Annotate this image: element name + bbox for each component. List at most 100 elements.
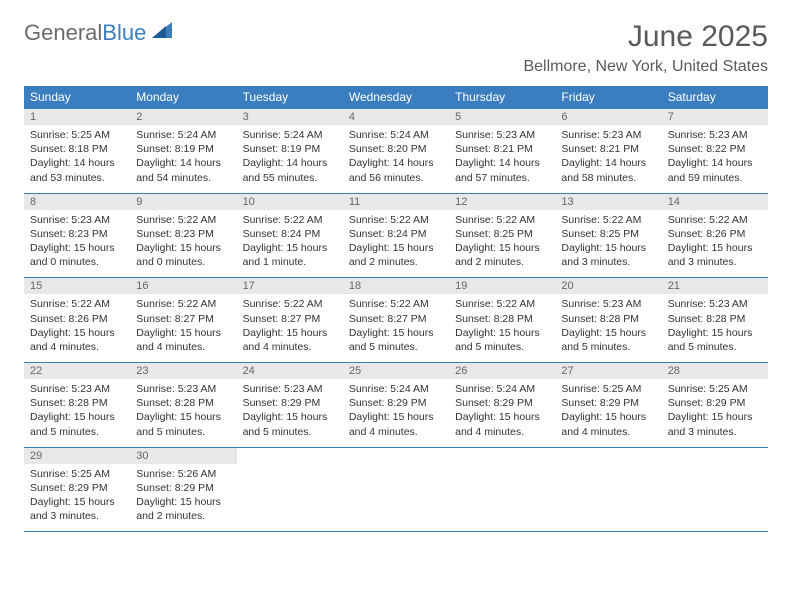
day-number: 27 (555, 363, 661, 379)
day-cell: 22Sunrise: 5:23 AMSunset: 8:28 PMDayligh… (24, 363, 130, 448)
week-row: 8Sunrise: 5:23 AMSunset: 8:23 PMDaylight… (24, 193, 768, 278)
dow-sunday: Sunday (24, 86, 130, 109)
sunset-text: Sunset: 8:29 PM (349, 396, 443, 410)
day-number: 25 (343, 363, 449, 379)
day-cell: 20Sunrise: 5:23 AMSunset: 8:28 PMDayligh… (555, 278, 661, 363)
sunset-text: Sunset: 8:19 PM (136, 142, 230, 156)
day-cell: 9Sunrise: 5:22 AMSunset: 8:23 PMDaylight… (130, 193, 236, 278)
logo: GeneralBlue (24, 20, 174, 46)
daylight-text: Daylight: 15 hours and 2 minutes. (455, 241, 549, 269)
day-number: 24 (237, 363, 343, 379)
sunset-text: Sunset: 8:21 PM (561, 142, 655, 156)
day-body: Sunrise: 5:24 AMSunset: 8:29 PMDaylight:… (449, 379, 555, 447)
day-cell: 15Sunrise: 5:22 AMSunset: 8:26 PMDayligh… (24, 278, 130, 363)
day-body: Sunrise: 5:22 AMSunset: 8:27 PMDaylight:… (237, 294, 343, 362)
sunrise-text: Sunrise: 5:23 AM (668, 128, 762, 142)
sunrise-text: Sunrise: 5:24 AM (243, 128, 337, 142)
daylight-text: Daylight: 14 hours and 53 minutes. (30, 156, 124, 184)
sunrise-text: Sunrise: 5:22 AM (455, 213, 549, 227)
daylight-text: Daylight: 14 hours and 54 minutes. (136, 156, 230, 184)
sunrise-text: Sunrise: 5:22 AM (668, 213, 762, 227)
daylight-text: Daylight: 15 hours and 4 minutes. (243, 326, 337, 354)
day-cell: 25Sunrise: 5:24 AMSunset: 8:29 PMDayligh… (343, 363, 449, 448)
day-number: 19 (449, 278, 555, 294)
day-number: 13 (555, 194, 661, 210)
day-number: 18 (343, 278, 449, 294)
sunrise-text: Sunrise: 5:22 AM (561, 213, 655, 227)
daylight-text: Daylight: 15 hours and 1 minute. (243, 241, 337, 269)
day-cell: 23Sunrise: 5:23 AMSunset: 8:28 PMDayligh… (130, 363, 236, 448)
day-body: Sunrise: 5:25 AMSunset: 8:29 PMDaylight:… (662, 379, 768, 447)
day-body: Sunrise: 5:22 AMSunset: 8:25 PMDaylight:… (449, 210, 555, 278)
daylight-text: Daylight: 15 hours and 3 minutes. (668, 410, 762, 438)
day-cell: 4Sunrise: 5:24 AMSunset: 8:20 PMDaylight… (343, 109, 449, 194)
sunrise-text: Sunrise: 5:22 AM (349, 213, 443, 227)
day-number: 10 (237, 194, 343, 210)
daylight-text: Daylight: 15 hours and 2 minutes. (136, 495, 230, 523)
daylight-text: Daylight: 15 hours and 5 minutes. (30, 410, 124, 438)
day-body: Sunrise: 5:23 AMSunset: 8:28 PMDaylight:… (24, 379, 130, 447)
day-cell (662, 447, 768, 532)
daylight-text: Daylight: 14 hours and 59 minutes. (668, 156, 762, 184)
week-row: 22Sunrise: 5:23 AMSunset: 8:28 PMDayligh… (24, 363, 768, 448)
day-body: Sunrise: 5:25 AMSunset: 8:29 PMDaylight:… (555, 379, 661, 447)
day-body: Sunrise: 5:24 AMSunset: 8:29 PMDaylight:… (343, 379, 449, 447)
day-number: 23 (130, 363, 236, 379)
day-cell (555, 447, 661, 532)
sunrise-text: Sunrise: 5:23 AM (668, 297, 762, 311)
daylight-text: Daylight: 15 hours and 3 minutes. (30, 495, 124, 523)
day-body: Sunrise: 5:24 AMSunset: 8:20 PMDaylight:… (343, 125, 449, 193)
dow-friday: Friday (555, 86, 661, 109)
sunset-text: Sunset: 8:23 PM (30, 227, 124, 241)
week-row: 15Sunrise: 5:22 AMSunset: 8:26 PMDayligh… (24, 278, 768, 363)
sunrise-text: Sunrise: 5:26 AM (136, 467, 230, 481)
title-block: June 2025 Bellmore, New York, United Sta… (523, 20, 768, 76)
sunset-text: Sunset: 8:28 PM (561, 312, 655, 326)
daylight-text: Daylight: 15 hours and 5 minutes. (136, 410, 230, 438)
day-cell: 26Sunrise: 5:24 AMSunset: 8:29 PMDayligh… (449, 363, 555, 448)
day-number: 29 (24, 448, 130, 464)
day-body: Sunrise: 5:23 AMSunset: 8:28 PMDaylight:… (555, 294, 661, 362)
daylight-text: Daylight: 15 hours and 0 minutes. (30, 241, 124, 269)
daylight-text: Daylight: 15 hours and 2 minutes. (349, 241, 443, 269)
dow-tuesday: Tuesday (237, 86, 343, 109)
day-cell (449, 447, 555, 532)
day-body: Sunrise: 5:23 AMSunset: 8:23 PMDaylight:… (24, 210, 130, 278)
sunset-text: Sunset: 8:28 PM (455, 312, 549, 326)
day-body: Sunrise: 5:22 AMSunset: 8:26 PMDaylight:… (662, 210, 768, 278)
day-body: Sunrise: 5:25 AMSunset: 8:29 PMDaylight:… (24, 464, 130, 532)
sunrise-text: Sunrise: 5:25 AM (668, 382, 762, 396)
day-cell: 10Sunrise: 5:22 AMSunset: 8:24 PMDayligh… (237, 193, 343, 278)
daylight-text: Daylight: 14 hours and 58 minutes. (561, 156, 655, 184)
day-number: 5 (449, 109, 555, 125)
daylight-text: Daylight: 15 hours and 5 minutes. (668, 326, 762, 354)
day-cell: 17Sunrise: 5:22 AMSunset: 8:27 PMDayligh… (237, 278, 343, 363)
day-body: Sunrise: 5:22 AMSunset: 8:28 PMDaylight:… (449, 294, 555, 362)
sunset-text: Sunset: 8:26 PM (668, 227, 762, 241)
sunset-text: Sunset: 8:29 PM (668, 396, 762, 410)
sunrise-text: Sunrise: 5:22 AM (30, 297, 124, 311)
day-body: Sunrise: 5:22 AMSunset: 8:24 PMDaylight:… (343, 210, 449, 278)
day-cell: 3Sunrise: 5:24 AMSunset: 8:19 PMDaylight… (237, 109, 343, 194)
day-number: 1 (24, 109, 130, 125)
daylight-text: Daylight: 15 hours and 3 minutes. (668, 241, 762, 269)
sunset-text: Sunset: 8:26 PM (30, 312, 124, 326)
day-number: 4 (343, 109, 449, 125)
day-number: 14 (662, 194, 768, 210)
day-cell: 27Sunrise: 5:25 AMSunset: 8:29 PMDayligh… (555, 363, 661, 448)
day-cell: 30Sunrise: 5:26 AMSunset: 8:29 PMDayligh… (130, 447, 236, 532)
sunset-text: Sunset: 8:27 PM (243, 312, 337, 326)
day-cell: 18Sunrise: 5:22 AMSunset: 8:27 PMDayligh… (343, 278, 449, 363)
day-cell: 28Sunrise: 5:25 AMSunset: 8:29 PMDayligh… (662, 363, 768, 448)
sunrise-text: Sunrise: 5:25 AM (561, 382, 655, 396)
sunrise-text: Sunrise: 5:24 AM (349, 382, 443, 396)
day-number: 3 (237, 109, 343, 125)
day-cell: 6Sunrise: 5:23 AMSunset: 8:21 PMDaylight… (555, 109, 661, 194)
day-body: Sunrise: 5:22 AMSunset: 8:26 PMDaylight:… (24, 294, 130, 362)
dow-thursday: Thursday (449, 86, 555, 109)
sunrise-text: Sunrise: 5:23 AM (561, 297, 655, 311)
day-body: Sunrise: 5:25 AMSunset: 8:18 PMDaylight:… (24, 125, 130, 193)
sunrise-text: Sunrise: 5:23 AM (30, 213, 124, 227)
sunrise-text: Sunrise: 5:23 AM (455, 128, 549, 142)
day-body: Sunrise: 5:23 AMSunset: 8:22 PMDaylight:… (662, 125, 768, 193)
